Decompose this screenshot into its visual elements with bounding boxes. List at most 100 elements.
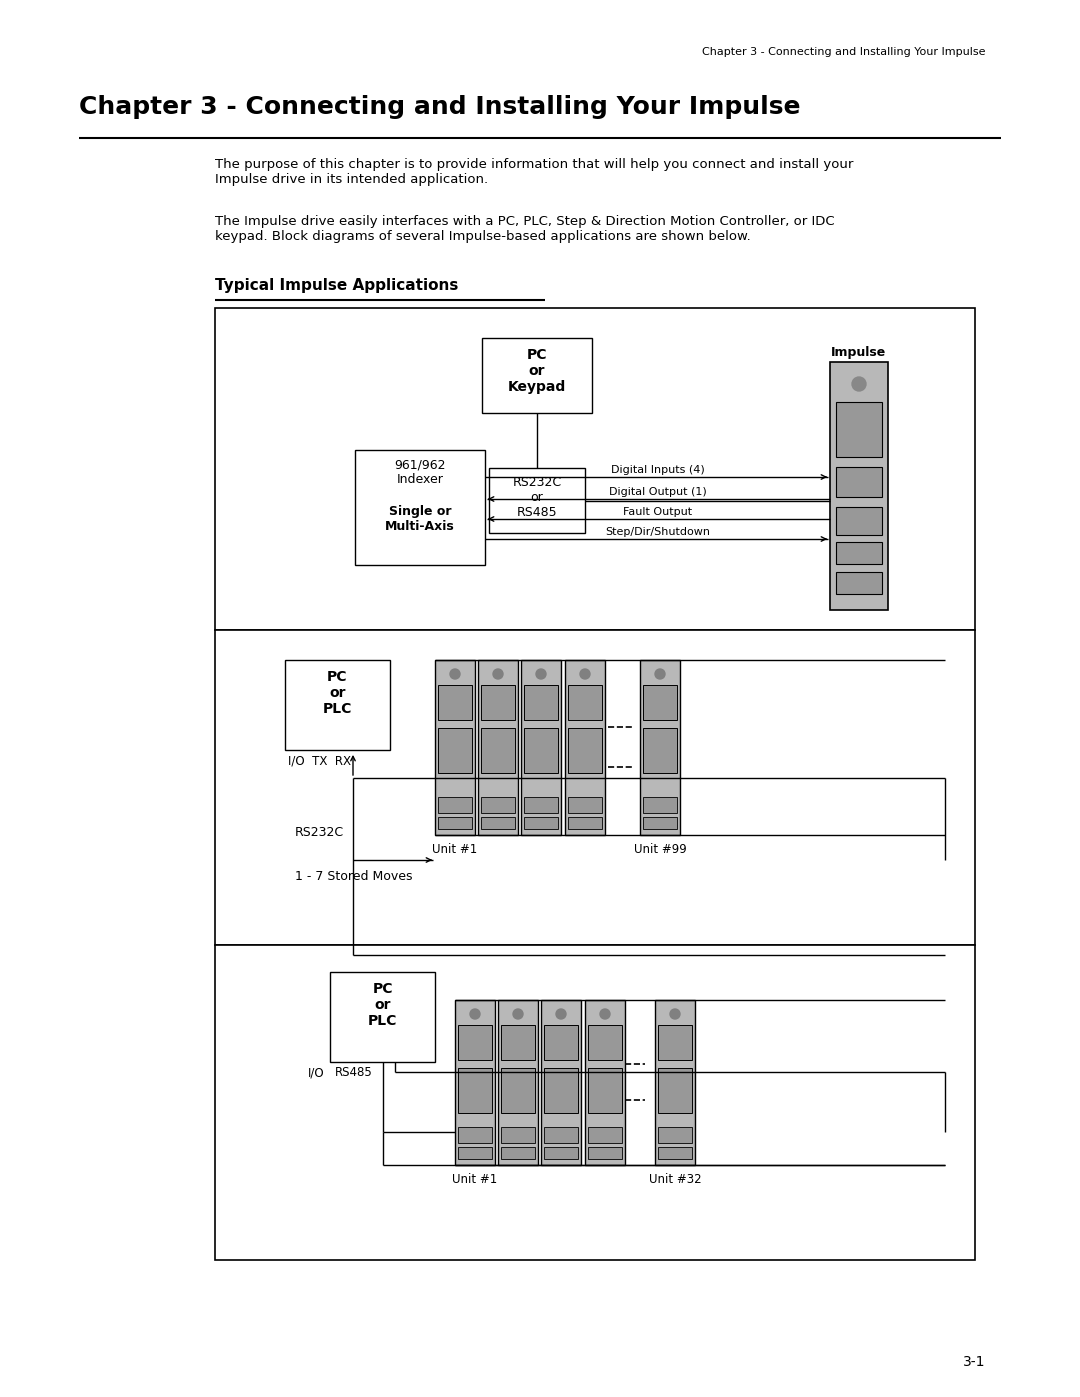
Bar: [330, 972, 435, 1062]
Circle shape: [450, 669, 460, 679]
Bar: [501, 1147, 535, 1160]
Text: Unit #1: Unit #1: [432, 842, 477, 856]
Text: RS485: RS485: [335, 1066, 373, 1078]
Circle shape: [580, 669, 590, 679]
Text: Impulse: Impulse: [831, 346, 886, 359]
Bar: [500, 1000, 536, 1165]
Bar: [482, 338, 592, 414]
Bar: [481, 685, 515, 719]
Text: Unit #1: Unit #1: [453, 1173, 498, 1186]
Text: 961/962
Indexer: 961/962 Indexer: [394, 458, 446, 486]
Bar: [501, 1025, 535, 1060]
Bar: [285, 659, 390, 750]
Bar: [654, 1000, 696, 1165]
Bar: [643, 798, 677, 813]
Bar: [437, 659, 473, 835]
Text: Typical Impulse Applications: Typical Impulse Applications: [215, 278, 458, 293]
Bar: [588, 1067, 622, 1113]
Bar: [458, 1025, 492, 1060]
Bar: [215, 630, 975, 944]
Text: Unit #32: Unit #32: [649, 1173, 701, 1186]
Bar: [480, 659, 516, 835]
Bar: [541, 1000, 581, 1165]
Text: I/O: I/O: [308, 1066, 325, 1078]
Bar: [523, 659, 559, 835]
Text: PC
or
PLC: PC or PLC: [368, 982, 397, 1028]
Circle shape: [852, 377, 866, 391]
Text: Digital Inputs (4): Digital Inputs (4): [610, 465, 704, 475]
Bar: [568, 685, 602, 719]
Bar: [831, 362, 888, 610]
Text: The Impulse drive easily interfaces with a PC, PLC, Step & Direction Motion Cont: The Impulse drive easily interfaces with…: [215, 215, 835, 243]
Bar: [585, 1000, 625, 1165]
Bar: [836, 507, 882, 535]
Bar: [544, 1067, 578, 1113]
Bar: [458, 1147, 492, 1160]
Bar: [498, 1000, 538, 1165]
Bar: [457, 1000, 492, 1165]
Bar: [567, 659, 603, 835]
Bar: [568, 817, 602, 828]
Text: Chapter 3 - Connecting and Installing Your Impulse: Chapter 3 - Connecting and Installing Yo…: [79, 95, 800, 119]
Bar: [355, 450, 485, 564]
Bar: [565, 659, 605, 835]
Text: 1 - 7 Stored Moves: 1 - 7 Stored Moves: [295, 870, 413, 883]
Bar: [438, 728, 472, 773]
Text: PC
or
PLC: PC or PLC: [323, 671, 352, 717]
Bar: [524, 817, 558, 828]
Bar: [658, 1147, 692, 1160]
Bar: [643, 817, 677, 828]
Bar: [489, 468, 585, 534]
Bar: [438, 685, 472, 719]
Bar: [640, 659, 680, 835]
Text: Single or
Multi-Axis: Single or Multi-Axis: [386, 504, 455, 534]
Bar: [836, 467, 882, 497]
Bar: [215, 944, 975, 1260]
Bar: [501, 1067, 535, 1113]
Bar: [544, 1127, 578, 1143]
Text: Unit #99: Unit #99: [634, 842, 687, 856]
Bar: [438, 798, 472, 813]
Bar: [544, 1147, 578, 1160]
Bar: [524, 728, 558, 773]
Bar: [657, 1000, 693, 1165]
Bar: [438, 817, 472, 828]
Bar: [568, 798, 602, 813]
Bar: [455, 1000, 495, 1165]
Bar: [501, 1127, 535, 1143]
Text: RS232C
or
RS485: RS232C or RS485: [512, 476, 562, 520]
Bar: [544, 1025, 578, 1060]
Bar: [836, 542, 882, 564]
Circle shape: [513, 1009, 523, 1018]
Bar: [643, 728, 677, 773]
Text: 3-1: 3-1: [962, 1355, 985, 1369]
Bar: [458, 1067, 492, 1113]
Text: Digital Output (1): Digital Output (1): [609, 488, 706, 497]
Circle shape: [470, 1009, 480, 1018]
Text: Chapter 3 - Connecting and Installing Your Impulse: Chapter 3 - Connecting and Installing Yo…: [702, 47, 985, 57]
Bar: [524, 685, 558, 719]
Text: The purpose of this chapter is to provide information that will help you connect: The purpose of this chapter is to provid…: [215, 158, 853, 186]
Bar: [588, 1127, 622, 1143]
Bar: [481, 798, 515, 813]
Bar: [836, 402, 882, 457]
Circle shape: [670, 1009, 680, 1018]
Text: Step/Dir/Shutdown: Step/Dir/Shutdown: [605, 527, 710, 536]
Bar: [642, 659, 678, 835]
Bar: [658, 1025, 692, 1060]
Circle shape: [654, 669, 665, 679]
Bar: [658, 1067, 692, 1113]
Bar: [588, 1025, 622, 1060]
Bar: [524, 798, 558, 813]
Bar: [568, 728, 602, 773]
Bar: [658, 1127, 692, 1143]
Bar: [481, 728, 515, 773]
Text: PC
or
Keypad: PC or Keypad: [508, 348, 566, 394]
Bar: [588, 1147, 622, 1160]
Bar: [215, 307, 975, 630]
Text: I/O  TX  RX: I/O TX RX: [288, 754, 351, 767]
Bar: [588, 1000, 623, 1165]
Bar: [478, 659, 518, 835]
Circle shape: [492, 669, 503, 679]
Bar: [435, 659, 475, 835]
